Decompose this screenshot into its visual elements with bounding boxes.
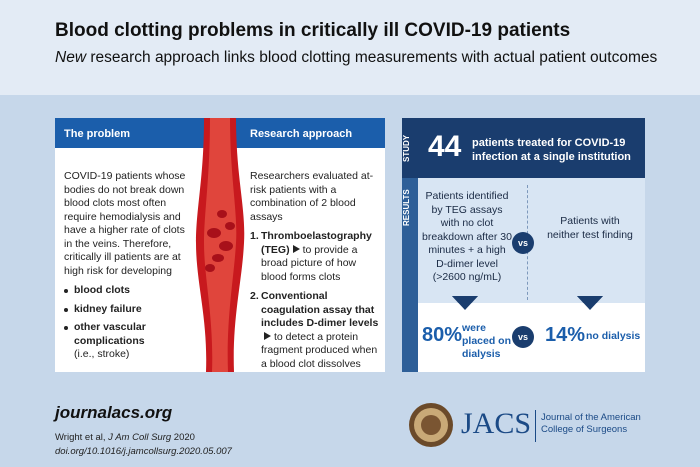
problem-bullets: blood clots kidney failure other vascular … (64, 284, 192, 362)
problem-heading: The problem (64, 128, 131, 140)
item-text: to detect a protein fragment produced wh… (261, 330, 378, 370)
bullet: blood clots (64, 284, 192, 298)
subtitle-text: research approach links blood clotting m… (90, 49, 658, 66)
approach-item: 2. Conventional coagulation assay that in… (250, 290, 382, 371)
item-bold: Conventional coagulation assay that incl… (261, 290, 379, 329)
left-outcome-text: were placed on dialysis (462, 322, 512, 360)
doi: doi.org/10.1016/j.jamcollsurg.2020.05.00… (55, 446, 232, 457)
arrow (577, 296, 603, 310)
problem-text: COVID-19 patients whose bodies do not br… (64, 170, 186, 277)
approach-heading: Research approach (250, 128, 353, 140)
approach-item: 1. Thromboelastography (TEG) to provide a … (250, 230, 382, 284)
results-tab (402, 178, 418, 372)
bullet-text: kidney failure (74, 302, 142, 315)
header-band (0, 0, 700, 95)
item-number: 1. (250, 230, 259, 242)
title: Blood clotting problems in critically il… (55, 20, 571, 41)
bullet: kidney failure (64, 303, 192, 317)
approach-items: 1. Thromboelastography (TEG) to provide a … (250, 230, 382, 371)
arrow-icon (264, 331, 271, 340)
left-outcome-value: 80% (422, 324, 463, 346)
logo: JACS (461, 407, 532, 440)
approach-body: Researchers evaluated at-risk patients w… (250, 170, 382, 371)
study-text: patients treated for COVID-19 infection … (472, 137, 631, 163)
item-number: 2. (250, 290, 259, 302)
study-count: 44 (428, 130, 462, 163)
bullet-text: blood clots (74, 284, 130, 296)
study-box (418, 118, 645, 178)
blood-vessel (196, 118, 245, 372)
problem-body: COVID-19 patients whose bodies do not br… (64, 170, 192, 362)
right-outcome-text: no dialysis (586, 330, 641, 342)
arrow (452, 296, 478, 310)
approach-intro: Researchers evaluated at-risk patients w… (250, 170, 374, 223)
left-group: Patients identified by TEG assays with n… (422, 190, 512, 283)
bullet-text: other vascular complications (74, 321, 146, 347)
bullet-note: (i.e., stroke) (74, 348, 130, 360)
logo-divider (535, 410, 536, 442)
item-bold: Thromboelastography (TEG) (261, 230, 372, 256)
site: journalacs.org (55, 403, 173, 422)
item-text: to provide a broad picture of how blood … (261, 243, 358, 283)
right-group: Patients with neither test finding (547, 215, 633, 241)
seal (409, 403, 453, 447)
year: 2020 (173, 432, 195, 443)
subtitle-emphasis: New (55, 49, 87, 66)
vs-badge: vs (512, 326, 534, 348)
authors: Wright et al, (55, 432, 106, 443)
study-tab (402, 118, 418, 178)
arrow-icon (292, 244, 300, 253)
bullet-dot (64, 307, 68, 312)
journal-name: Journal of the American College of Surge… (541, 412, 641, 435)
journal: J Am Coll Surg (108, 432, 172, 443)
citation: Wright et al, J Am Coll Surg 2020 (55, 432, 195, 443)
study-label: STUDY (402, 134, 411, 162)
bullet: other vascular complications (i.e., strok… (64, 321, 192, 362)
right-outcome-value: 14% (545, 324, 586, 346)
results-label: RESULTS (402, 189, 411, 227)
subtitle: New research approach links blood clotti… (55, 49, 657, 67)
bullet-dot (64, 289, 68, 293)
bullet-dot (64, 326, 68, 330)
vs-badge: vs (512, 232, 534, 254)
